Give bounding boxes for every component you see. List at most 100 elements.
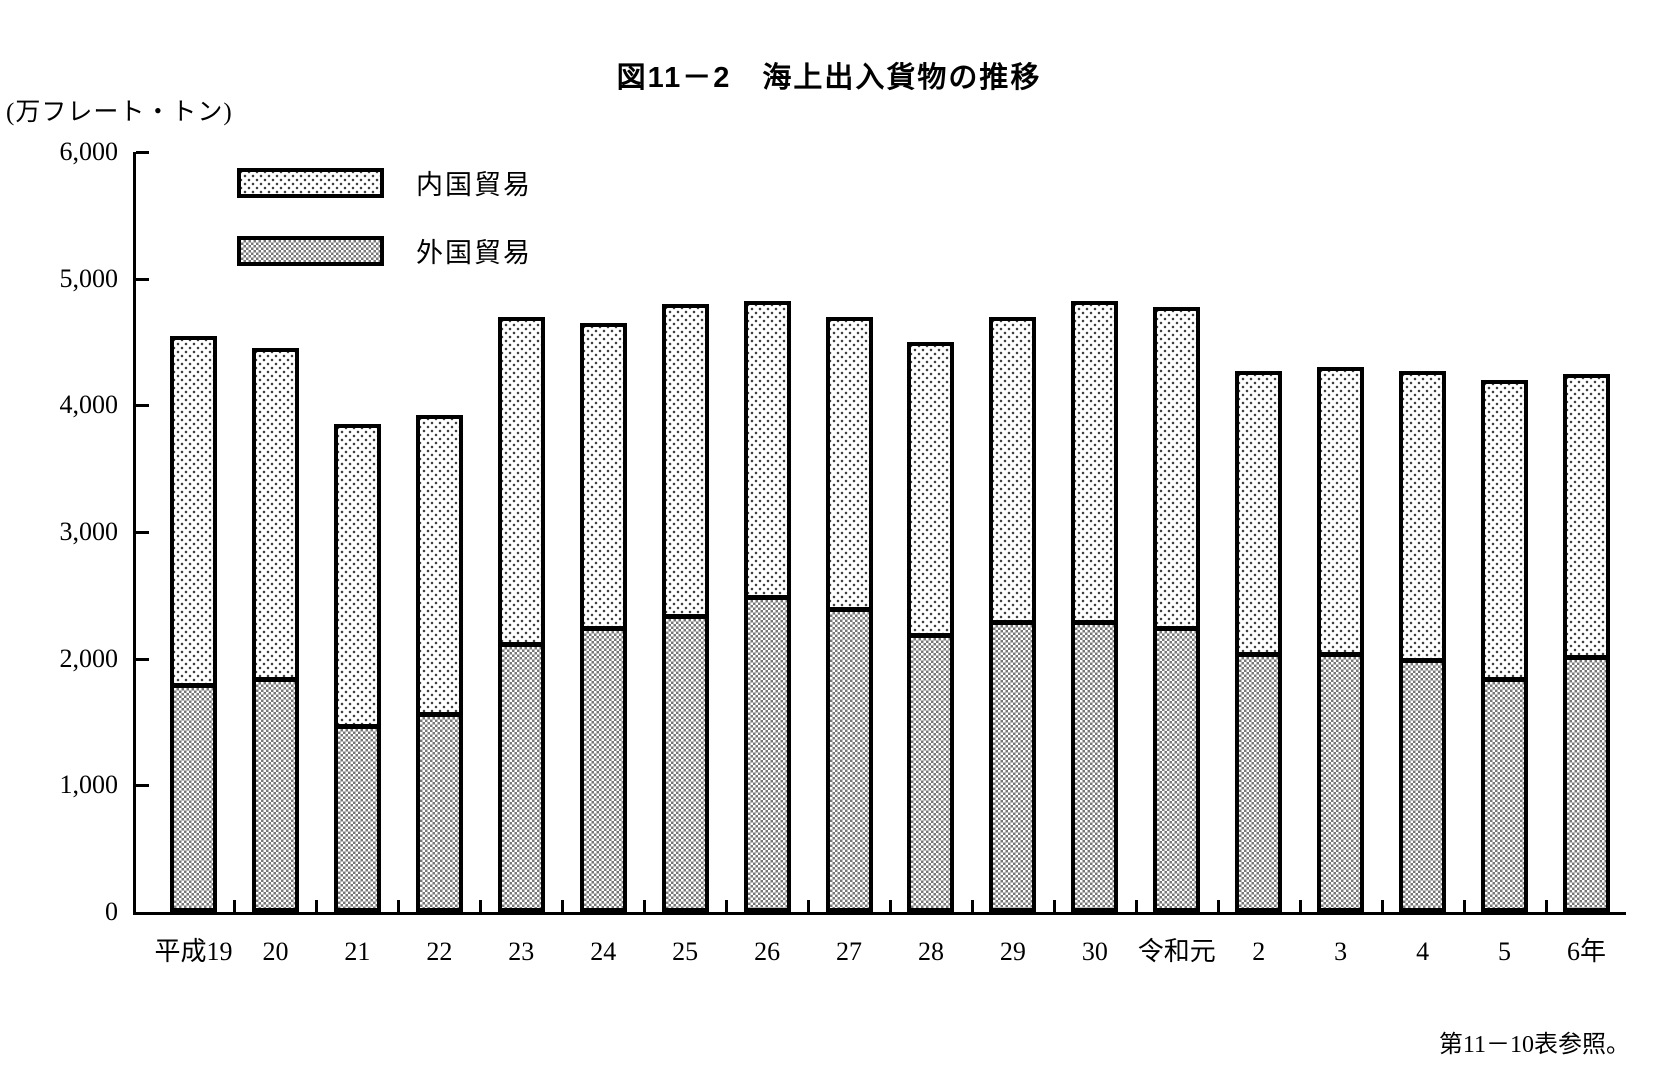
segment-domestic-trade — [665, 308, 705, 614]
legend-label-domestic-trade: 内国貿易 — [416, 170, 532, 200]
y-tick — [136, 657, 149, 661]
x-tick — [561, 900, 565, 912]
x-tick-label: 平成19 — [154, 937, 233, 966]
x-tick — [1052, 900, 1056, 912]
legend: 内国貿易 外国貿易 — [237, 163, 532, 299]
x-tick — [1216, 900, 1220, 912]
x-tick — [233, 900, 237, 912]
y-tick-label: 2,000 — [59, 643, 119, 673]
x-tick-label: 23 — [508, 937, 535, 966]
x-tick — [807, 900, 811, 912]
x-tick-label: 5 — [1498, 937, 1512, 966]
segment-foreign-trade — [1485, 677, 1525, 908]
segment-foreign-trade — [583, 626, 623, 908]
x-tick-label: 21 — [344, 937, 371, 966]
x-tick-label: 令和元 — [1137, 937, 1216, 966]
x-axis-line — [133, 912, 1626, 915]
segment-foreign-trade — [829, 607, 869, 908]
x-tick-label: 28 — [917, 937, 944, 966]
bar-平成19 — [170, 335, 217, 912]
y-tick-label: 1,000 — [59, 770, 119, 800]
x-tick — [643, 900, 647, 912]
x-tick — [1134, 900, 1138, 912]
y-tick — [136, 277, 149, 281]
x-tick-label: 25 — [672, 937, 699, 966]
y-tick-label: 0 — [105, 897, 118, 926]
y-tick — [136, 404, 149, 408]
segment-foreign-trade — [1239, 651, 1279, 908]
segment-foreign-trade — [255, 676, 295, 908]
x-tick-label: 2 — [1252, 937, 1266, 966]
legend-swatch-domestic-trade — [237, 167, 384, 198]
x-tick — [888, 900, 892, 912]
y-tick-label: 4,000 — [59, 390, 119, 420]
segment-foreign-trade — [911, 632, 951, 908]
segment-domestic-trade — [993, 320, 1033, 620]
segment-foreign-trade — [993, 619, 1033, 908]
segment-foreign-trade — [1566, 654, 1606, 908]
x-tick-label: 22 — [426, 937, 453, 966]
x-tick — [1298, 900, 1302, 912]
segment-domestic-trade — [1239, 374, 1279, 652]
x-tick — [397, 900, 401, 912]
bar-20 — [251, 348, 299, 912]
segment-foreign-trade — [1157, 626, 1197, 908]
x-tick-label: 26 — [754, 937, 781, 966]
bar-27 — [825, 316, 873, 912]
segment-foreign-trade — [337, 724, 377, 908]
footnote: 第11－10表参照。 — [1438, 1032, 1630, 1058]
y-tick — [136, 531, 149, 534]
y-tick — [136, 784, 149, 788]
segment-domestic-trade — [1157, 311, 1197, 627]
y-tick-label: 6,000 — [59, 137, 119, 166]
segment-foreign-trade — [665, 613, 705, 908]
bar-24 — [579, 323, 627, 912]
bar-21 — [333, 424, 381, 912]
segment-foreign-trade — [419, 711, 459, 908]
segment-foreign-trade — [1403, 658, 1443, 908]
bar-25 — [661, 304, 709, 912]
y-tick-label: 3,000 — [59, 517, 119, 546]
bar-30 — [1071, 300, 1119, 912]
bar-令和元 — [1153, 307, 1201, 912]
segment-foreign-trade — [1321, 651, 1361, 908]
segment-domestic-trade — [255, 352, 295, 677]
bar-4 — [1399, 370, 1447, 912]
bar-26 — [743, 300, 791, 912]
segment-domestic-trade — [174, 339, 213, 684]
y-tick-label: 5,000 — [59, 263, 119, 293]
y-axis-line — [133, 152, 136, 915]
y-tick — [136, 151, 149, 154]
bar-22 — [415, 414, 463, 912]
x-tick-label: 29 — [999, 937, 1026, 966]
segment-foreign-trade — [747, 594, 787, 908]
legend-swatch-foreign-trade — [237, 235, 384, 266]
legend-item-foreign-trade: 外国貿易 — [237, 231, 532, 270]
y-axis-unit-label: (万フレート・トン) — [6, 99, 233, 126]
legend-label-foreign-trade: 外国貿易 — [416, 238, 532, 268]
segment-domestic-trade — [583, 327, 623, 627]
segment-domestic-trade — [1075, 304, 1115, 620]
segment-domestic-trade — [829, 320, 869, 608]
x-tick-label: 24 — [590, 937, 617, 966]
segment-domestic-trade — [1566, 377, 1606, 655]
x-tick — [1380, 900, 1384, 912]
segment-domestic-trade — [337, 428, 377, 725]
bar-29 — [989, 316, 1037, 912]
bar-5 — [1481, 380, 1529, 912]
x-tick-label: 20 — [262, 937, 289, 966]
segment-domestic-trade — [1403, 374, 1443, 658]
bar-28 — [907, 342, 955, 912]
bar-3 — [1317, 367, 1365, 912]
segment-domestic-trade — [419, 418, 459, 712]
segment-domestic-trade — [1485, 384, 1525, 677]
chart-title: 図11－2 海上出入貨物の推移 — [616, 62, 1042, 94]
segment-foreign-trade — [1075, 619, 1115, 908]
segment-domestic-trade — [747, 304, 787, 595]
bar-23 — [497, 316, 545, 912]
segment-foreign-trade — [501, 642, 541, 908]
x-tick — [479, 900, 483, 912]
x-tick-label: 6年 — [1566, 937, 1606, 966]
x-tick-label: 30 — [1081, 937, 1108, 966]
